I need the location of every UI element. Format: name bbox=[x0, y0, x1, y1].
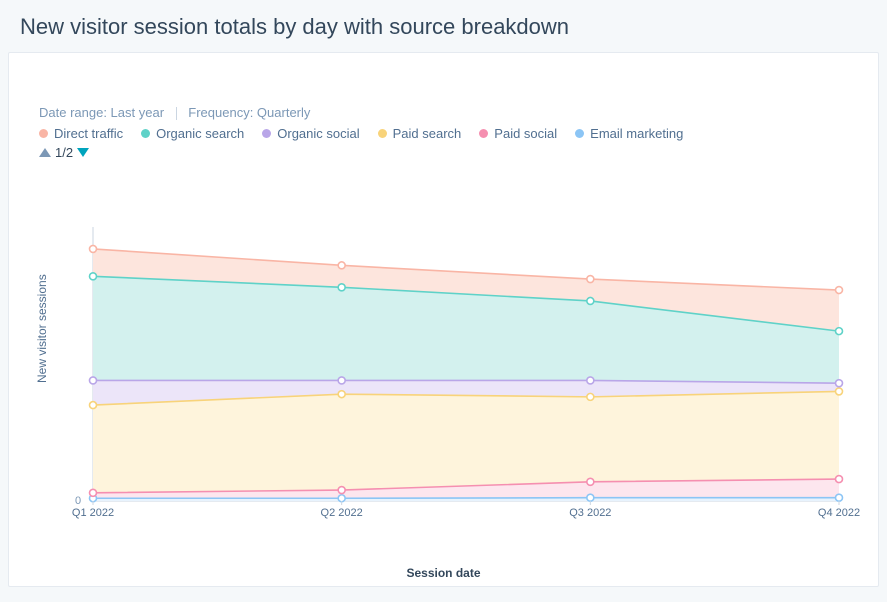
line-Email marketing bbox=[93, 498, 839, 499]
legend-label: Email marketing bbox=[590, 126, 683, 141]
meta-separator bbox=[176, 107, 177, 120]
marker[interactable] bbox=[338, 377, 345, 384]
legend-item[interactable]: Email marketing bbox=[575, 126, 683, 141]
marker[interactable] bbox=[338, 391, 345, 398]
marker[interactable] bbox=[587, 377, 594, 384]
marker[interactable] bbox=[338, 487, 345, 494]
chart-area bbox=[57, 221, 860, 556]
marker[interactable] bbox=[587, 297, 594, 304]
x-tick-label: Q3 2022 bbox=[569, 507, 611, 519]
legend-dot-icon bbox=[575, 129, 584, 138]
legend-row: Direct traffic Organic search Organic soci… bbox=[39, 126, 848, 141]
marker[interactable] bbox=[90, 489, 97, 496]
marker[interactable] bbox=[90, 402, 97, 409]
marker[interactable] bbox=[338, 262, 345, 269]
x-tick-label: Q2 2022 bbox=[321, 507, 363, 519]
marker[interactable] bbox=[90, 273, 97, 280]
area-Paid search bbox=[93, 391, 839, 492]
legend-label: Direct traffic bbox=[54, 126, 123, 141]
x-tick-label: Q4 2022 bbox=[818, 507, 860, 519]
legend-item[interactable]: Direct traffic bbox=[39, 126, 123, 141]
area-chart-svg bbox=[57, 221, 847, 521]
marker[interactable] bbox=[587, 276, 594, 283]
y-tick-label: 0 bbox=[75, 495, 81, 507]
marker[interactable] bbox=[587, 494, 594, 501]
meta-row: Date range: Last year Frequency: Quarter… bbox=[39, 105, 848, 120]
marker[interactable] bbox=[338, 495, 345, 502]
legend-item[interactable]: Organic social bbox=[262, 126, 359, 141]
legend-dot-icon bbox=[262, 129, 271, 138]
legend-item[interactable]: Paid social bbox=[479, 126, 557, 141]
marker[interactable] bbox=[338, 284, 345, 291]
pager-prev-icon[interactable] bbox=[39, 148, 51, 157]
marker[interactable] bbox=[836, 380, 843, 387]
y-axis-label: New visitor sessions bbox=[35, 274, 49, 383]
marker[interactable] bbox=[836, 328, 843, 335]
legend-label: Organic search bbox=[156, 126, 244, 141]
legend-dot-icon bbox=[378, 129, 387, 138]
marker[interactable] bbox=[587, 478, 594, 485]
x-axis-label: Session date bbox=[406, 566, 480, 580]
legend-label: Paid social bbox=[494, 126, 557, 141]
legend-dot-icon bbox=[479, 129, 488, 138]
chart-card: Date range: Last year Frequency: Quarter… bbox=[8, 52, 879, 587]
marker[interactable] bbox=[90, 377, 97, 384]
marker[interactable] bbox=[836, 388, 843, 395]
marker[interactable] bbox=[836, 476, 843, 483]
marker[interactable] bbox=[836, 287, 843, 294]
pager-next-icon[interactable] bbox=[77, 148, 89, 157]
marker[interactable] bbox=[836, 494, 843, 501]
legend-dot-icon bbox=[141, 129, 150, 138]
legend-label: Organic social bbox=[277, 126, 359, 141]
frequency-label: Frequency: Quarterly bbox=[188, 105, 310, 120]
date-range-label: Date range: Last year bbox=[39, 105, 164, 120]
x-tick-label: Q1 2022 bbox=[72, 507, 114, 519]
marker[interactable] bbox=[90, 245, 97, 252]
legend-item[interactable]: Organic search bbox=[141, 126, 244, 141]
legend-dot-icon bbox=[39, 129, 48, 138]
marker[interactable] bbox=[587, 393, 594, 400]
legend-item[interactable]: Paid search bbox=[378, 126, 462, 141]
legend-label: Paid search bbox=[393, 126, 462, 141]
legend-pager: 1/2 bbox=[39, 145, 848, 160]
pager-text: 1/2 bbox=[55, 145, 73, 160]
page-title: New visitor session totals by day with s… bbox=[0, 0, 887, 52]
